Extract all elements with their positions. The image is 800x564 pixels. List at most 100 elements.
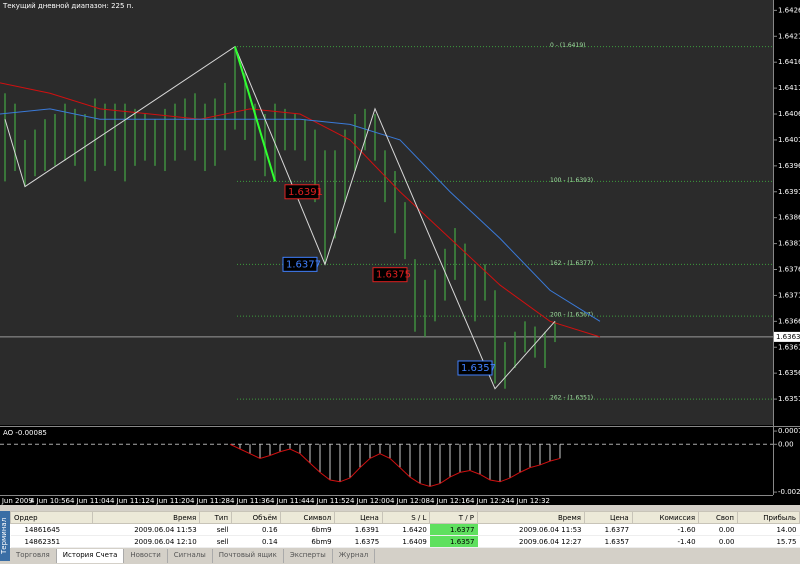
x-tick-label: 4 Jun 11:04: [70, 497, 111, 505]
x-tick-label: 4 Jun 11:20: [150, 497, 190, 505]
terminal: Терминал Ордер Время Тип Объём Символ Цена S /…: [0, 505, 800, 564]
x-tick-label: 4 Jun 12:08: [390, 497, 430, 505]
ao-label: AO -0.00085: [3, 429, 47, 437]
side-label: Терминал: [0, 511, 10, 561]
fib-label: 162 - (1.6377): [550, 260, 593, 267]
ao-line: [229, 443, 561, 488]
cell: -1.60: [632, 523, 699, 536]
zigzag: [4, 45, 556, 390]
y-tick-label: 1.6391: [778, 188, 800, 196]
y-tick-label: 1.6396: [778, 162, 800, 170]
y-tick-label: 1.6406: [778, 110, 800, 118]
x-tick-label: 4 Jun 11:52: [310, 497, 350, 505]
fib-label: 0 - (1.6419): [550, 42, 585, 49]
x-tick-label: 4 Jun 12:24: [470, 497, 511, 505]
cell: 1.6409: [382, 535, 430, 548]
fib-label: 200 - (1.6367): [550, 312, 593, 319]
tabs: Торговля История Счета Новости Сигналы Почто…: [10, 549, 376, 563]
cell: 6bm9: [280, 523, 335, 536]
column-header: T / P: [429, 511, 479, 524]
current-price-box: [774, 331, 800, 342]
cell: 2009.06.04 11:53: [92, 523, 200, 536]
column-header: Цена: [334, 511, 383, 524]
y-tick-label: 1.6386: [778, 214, 800, 222]
cell: 1.6375: [334, 535, 383, 548]
cell: 14.00: [737, 523, 800, 536]
price-pane: [0, 0, 773, 425]
moving-average: [0, 108, 601, 322]
cell: 6bm9: [280, 535, 335, 548]
cell: 1.6391: [334, 523, 383, 536]
column-header: Время: [92, 511, 201, 524]
column-header: Прибыль: [736, 511, 800, 524]
tab[interactable]: Сигналы: [168, 549, 213, 563]
price-tag-label: 1.6391: [288, 187, 323, 198]
ao-pane: [0, 428, 773, 495]
x-tick-label: 4 Jun 2009: [0, 497, 33, 505]
tab[interactable]: Журнал: [333, 549, 376, 563]
price-tag-box: [284, 184, 320, 200]
cell: 0.16: [231, 523, 281, 536]
cell: 14862351: [10, 535, 93, 548]
tab[interactable]: Новости: [124, 549, 168, 563]
cell: 14861645: [10, 523, 93, 536]
table-row: 14862351 2009.06.04 12:10 sell 0.14 6bm9 1.63…: [10, 535, 800, 548]
ao-tick-label: 0.00073: [778, 427, 800, 435]
x-tick-label: 4 Jun 12:32: [510, 497, 550, 505]
x-tick-label: 4 Jun 10:56: [30, 497, 71, 505]
moving-average: [0, 82, 601, 338]
column-header: Комиссия: [631, 511, 700, 524]
cell: 1.6377: [584, 523, 633, 536]
column-header: Тип: [199, 511, 233, 524]
price-tag-box: [372, 267, 408, 283]
price-tag-box: [282, 256, 318, 272]
y-tick-label: 1.6376: [778, 266, 800, 274]
y-tick-label: 1.6416: [778, 58, 800, 66]
x-tick-label: 4 Jun 12:16: [430, 497, 471, 505]
price-tag-label: 1.6375: [376, 270, 411, 281]
cell: -1.40: [632, 535, 699, 548]
cell: 2009.06.04 12:27: [477, 535, 585, 548]
cell: 0.00: [698, 523, 738, 536]
column-header: Своп: [698, 511, 738, 524]
x-tick-label: 4 Jun 11:36: [230, 497, 271, 505]
price-tag-label: 1.6377: [286, 259, 321, 270]
cell: 1.6357: [429, 535, 478, 548]
cell: 15.75: [737, 535, 800, 548]
y-tick-label: 1.6351: [778, 395, 800, 403]
leg-line: [234, 46, 276, 182]
y-tick-label: 1.6356: [778, 369, 800, 377]
ao-tick-label: 0.00: [778, 440, 794, 448]
cell: 0.14: [231, 535, 281, 548]
header-title: Текущий дневной диапазон: 225 п.: [2, 2, 133, 10]
cell: sell: [199, 523, 232, 536]
column-header: S / L: [381, 511, 431, 524]
cell: 0.00: [698, 535, 738, 548]
price-tag-label: 1.6357: [461, 363, 496, 374]
cell: sell: [199, 535, 232, 548]
fib-label: 100 - (1.6393): [550, 177, 593, 184]
x-tick-label: 4 Jun 12:00: [350, 497, 390, 505]
current-price-label: 1.6363: [776, 333, 800, 341]
cell: 1.6377: [429, 523, 478, 536]
column-header: Символ: [280, 511, 336, 524]
chart: Текущий дневной диапазон: 225 п. AO -0.0…: [0, 0, 800, 505]
cell: 2009.06.04 12:10: [92, 535, 200, 548]
tab[interactable]: История Счета: [56, 549, 125, 563]
ao-tick-label: -0.00264: [778, 488, 800, 496]
tab[interactable]: Торговля: [10, 549, 57, 563]
y-tick-label: 1.6426: [778, 6, 800, 14]
tab[interactable]: Почтовый ящик: [213, 549, 284, 563]
x-tick-label: 4 Jun 11:12: [110, 497, 150, 505]
tab[interactable]: Эксперты: [284, 549, 333, 563]
x-tick-label: 4 Jun 11:44: [270, 497, 311, 505]
cell: 1.6420: [382, 523, 430, 536]
